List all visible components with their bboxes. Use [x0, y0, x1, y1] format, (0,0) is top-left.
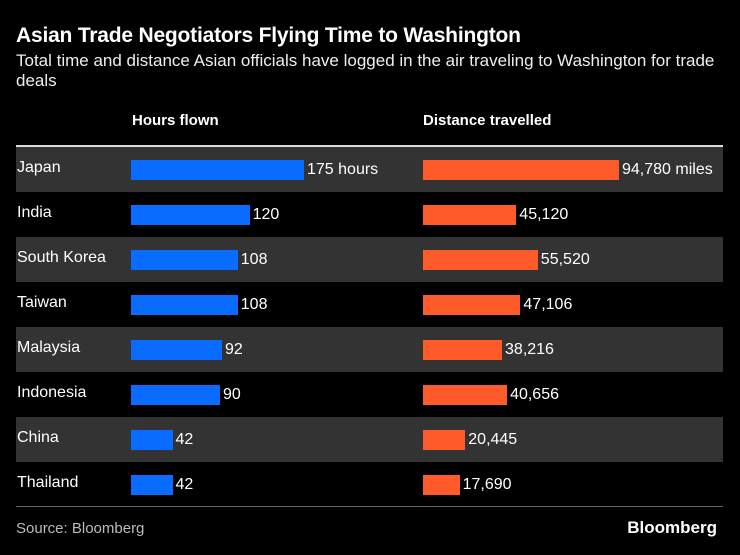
distance-value: 94,780 miles — [622, 161, 713, 178]
country-label: China — [17, 429, 59, 446]
hours-bar — [131, 475, 173, 495]
source-note: Source: Bloomberg — [16, 520, 145, 537]
hours-value: 90 — [222, 386, 241, 403]
distance-value: 47,106 — [523, 296, 573, 313]
table-row: Taiwan 108 47,106 — [16, 282, 723, 327]
distance-bar — [423, 250, 538, 270]
distance-bar — [423, 475, 460, 495]
bottom-divider — [16, 506, 723, 507]
table-row: Malaysia 92 38,216 — [16, 327, 723, 372]
chart-subtitle: Total time and distance Asian officials … — [16, 51, 715, 90]
distance-value: 40,656 — [510, 386, 559, 403]
table-row: Japan 175 hours 94,780 miles — [16, 147, 723, 192]
country-label: India — [17, 204, 52, 221]
hours-bar — [131, 340, 222, 360]
distance-value: 38,216 — [505, 341, 554, 358]
hours-bar — [131, 385, 220, 405]
distance-bar — [423, 205, 517, 225]
hours-bar — [131, 250, 238, 270]
country-label: Japan — [17, 159, 61, 176]
distance-bar — [423, 430, 466, 450]
chart-title: Asian Trade Negotiators Flying Time to W… — [16, 24, 521, 47]
table-row: Indonesia 90 40,656 — [16, 372, 723, 417]
hours-bar — [131, 430, 173, 450]
distance-bar — [423, 295, 521, 315]
column-header-distance: Distance travelled — [423, 112, 552, 129]
distance-bar — [423, 340, 503, 360]
table-row: China 42 20,445 — [16, 417, 723, 462]
country-label: Malaysia — [17, 339, 81, 356]
hours-value: 42 — [175, 431, 194, 448]
table-row: South Korea 108 55,520 — [16, 237, 723, 282]
hours-value: 92 — [224, 341, 243, 358]
distance-value: 45,120 — [519, 206, 569, 223]
hours-value: 120 — [252, 206, 280, 223]
distance-bar — [423, 160, 619, 180]
hours-value: 108 — [240, 251, 268, 268]
distance-value: 17,690 — [462, 476, 512, 493]
country-label: Indonesia — [17, 384, 87, 401]
hours-value: 42 — [175, 476, 194, 493]
table-row: India 120 45,120 — [16, 192, 723, 237]
hours-value: 108 — [240, 296, 268, 313]
hours-bar — [131, 160, 304, 180]
country-label: Thailand — [17, 474, 79, 491]
distance-value: 20,445 — [468, 431, 518, 448]
column-header-hours: Hours flown — [132, 112, 219, 129]
hours-bar — [131, 205, 250, 225]
distance-value: 55,520 — [540, 251, 590, 268]
top-divider — [16, 145, 723, 147]
hours-bar — [131, 295, 238, 315]
bloomberg-logo: Bloomberg — [627, 518, 717, 537]
hours-value: 175 hours — [307, 161, 379, 178]
country-label: South Korea — [17, 249, 106, 266]
table-row: Thailand 42 17,690 — [16, 462, 723, 507]
country-label: Taiwan — [17, 294, 67, 311]
distance-bar — [423, 385, 508, 405]
